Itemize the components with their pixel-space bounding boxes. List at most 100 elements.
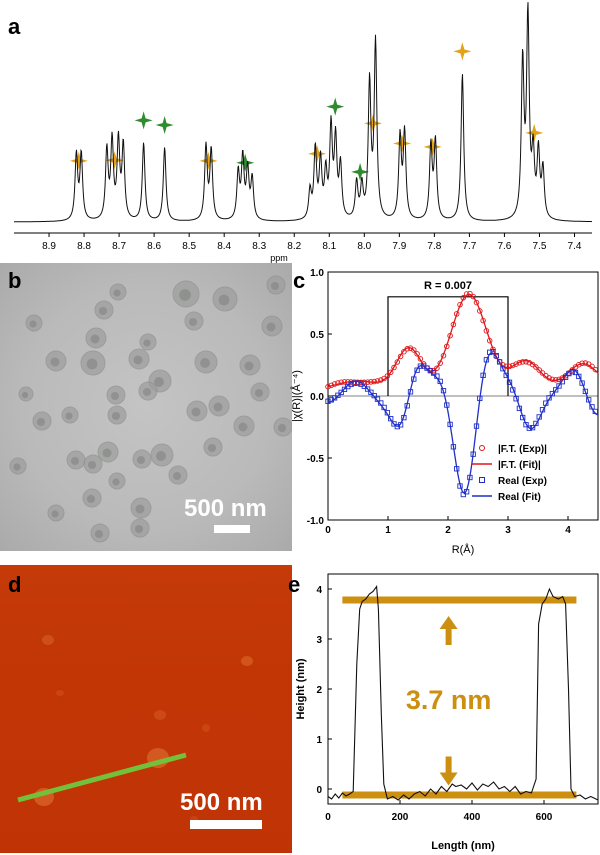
nmr-tick-label: 8.4 xyxy=(217,241,231,252)
profile-y-tick-label: 2 xyxy=(316,685,322,696)
nmr-spectrum-chart: 8.9 8.8 8.7 8.6 8.5 8.4 8.3 8.2 8.1 8.0 7.9 7.8 7.7 7… xyxy=(14,2,593,263)
legend-ft-exp-marker xyxy=(479,445,485,451)
tem-particle-core xyxy=(207,443,217,453)
upper-level-bar xyxy=(342,596,577,604)
ft-exp-point xyxy=(450,321,457,328)
ft-exp-point xyxy=(536,367,542,373)
height-profile-chart: 0 1 2 3 4 0 200 400 600 Length (nm) Height (nm) 3.7… xyxy=(295,573,599,852)
real-exp-point xyxy=(434,373,440,379)
ft-exp-point xyxy=(533,364,539,370)
real-exp-point xyxy=(397,422,404,428)
real-exp-point xyxy=(473,423,480,429)
nmr-tick-label: 8.6 xyxy=(147,241,161,252)
real-exp-point xyxy=(477,395,483,402)
tem-particle-core xyxy=(110,391,120,401)
tem-particle-core xyxy=(154,377,164,387)
ft-exp-point xyxy=(417,356,424,362)
tem-particle-core xyxy=(270,281,280,291)
ft-exp-point xyxy=(576,361,582,368)
nmr-tick-label: 7.5 xyxy=(533,241,547,252)
orange-star-marker xyxy=(364,114,383,133)
orange-star-marker xyxy=(69,151,88,170)
ft-exp-point xyxy=(325,383,331,390)
ft-exp-point xyxy=(411,347,417,353)
nmr-tick-label: 7.8 xyxy=(427,241,441,252)
real-exp-point xyxy=(401,414,407,421)
afm-scale-bar xyxy=(190,820,262,829)
real-exp-point xyxy=(496,359,503,365)
real-exp-point xyxy=(493,353,499,359)
real-exp-point xyxy=(539,407,546,413)
real-exp-point xyxy=(569,369,575,375)
exafs-chart: 1.0 0.5 0.0 -0.5 -1.00 1 2 3 4 R(Å) |χ(R)|(Å⁻⁴) R =… xyxy=(290,268,599,556)
nmr-tick-label: 8.1 xyxy=(322,241,336,252)
tem-particle-core xyxy=(111,411,121,421)
ft-exp-point xyxy=(582,360,589,366)
tem-particle-core xyxy=(213,402,223,412)
exafs-x-tick-label: 1 xyxy=(385,525,391,536)
up-arrow-head xyxy=(439,616,458,629)
green-star-marker xyxy=(351,162,370,181)
ft-exp-point xyxy=(361,379,368,386)
ft-exp-point xyxy=(470,293,476,300)
exafs-y-tick-label: -0.5 xyxy=(307,454,325,465)
profile-x-tick-label: 200 xyxy=(392,812,409,823)
legend-label: Real (Fit) xyxy=(498,492,541,503)
ft-exp-point xyxy=(549,376,556,383)
ft-exp-point xyxy=(387,369,394,376)
tem-particle-core xyxy=(133,355,143,365)
real-exp-point xyxy=(480,372,486,378)
profile-x-tick-label: 400 xyxy=(464,812,481,823)
real-exp-point xyxy=(407,389,414,395)
ft-exp-point xyxy=(473,299,480,306)
nmr-tick-label: 7.4 xyxy=(568,241,582,252)
tem-particle-core xyxy=(143,339,151,347)
ft-exp-point xyxy=(513,361,519,367)
tem-particle-core xyxy=(13,463,21,471)
ft-exp-point xyxy=(463,291,470,297)
ft-exp-point xyxy=(401,348,407,355)
exafs-y-tick-label: -1.0 xyxy=(307,516,325,527)
real-exp-point xyxy=(325,398,331,404)
orange-star-marker xyxy=(393,134,412,153)
real-exp-point xyxy=(483,357,490,363)
real-fit-line xyxy=(327,352,599,494)
exafs-r-factor: R = 0.007 xyxy=(424,280,472,292)
tem-particle-core xyxy=(94,529,104,539)
nmr-tick-label: 7.9 xyxy=(392,241,406,252)
orange-star-marker xyxy=(308,144,327,163)
real-exp-point xyxy=(338,389,344,396)
exafs-fit-window xyxy=(387,296,509,396)
profile-y-tick-label: 4 xyxy=(316,585,322,596)
green-star-marker xyxy=(236,153,255,172)
tem-particle-core xyxy=(98,306,108,316)
profile-x-tick-label: 0 xyxy=(325,812,331,823)
panel-label-a: a xyxy=(8,14,21,39)
real-exp-point xyxy=(454,466,460,472)
real-exp-point xyxy=(516,405,523,412)
tem-particle-core xyxy=(87,460,97,470)
orange-star-marker xyxy=(199,151,218,170)
real-exp-point xyxy=(589,404,595,410)
real-exp-point xyxy=(506,379,513,385)
tem-particle-core xyxy=(102,448,112,458)
profile-y-tick-label: 0 xyxy=(316,785,322,796)
afm-scale-label: 500 nm xyxy=(180,789,263,816)
real-exp-point xyxy=(463,489,470,495)
tem-particle-core xyxy=(238,422,248,432)
lower-level-bar xyxy=(342,791,577,799)
tem-particle-core xyxy=(277,423,287,433)
tem-particle-core xyxy=(86,358,98,370)
ft-exp-point xyxy=(503,363,509,370)
ft-exp-point xyxy=(434,365,440,371)
ft-exp-point xyxy=(447,332,453,339)
real-exp-point xyxy=(490,349,496,355)
ft-exp-point xyxy=(453,311,460,317)
ft-exp-point xyxy=(391,364,397,371)
real-exp-point xyxy=(592,408,598,415)
real-exp-point xyxy=(503,372,509,379)
tem-particle-core xyxy=(113,289,121,297)
ft-exp-point xyxy=(437,360,443,366)
real-exp-point xyxy=(529,424,536,431)
nmr-x-axis-label: ppm xyxy=(270,253,288,263)
